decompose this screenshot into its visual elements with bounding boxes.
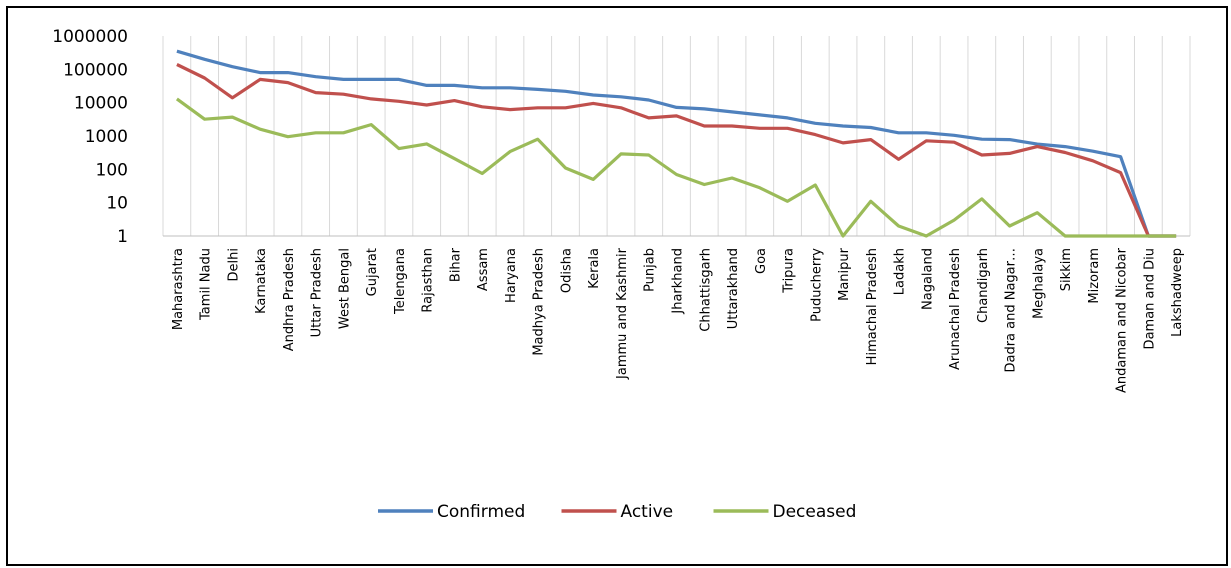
x-tick-label: Punjab <box>643 248 658 292</box>
legend-label-deceased: Deceased <box>773 502 857 522</box>
y-tick-label: 10 <box>106 194 128 214</box>
x-tick-label: Puducherry <box>809 248 824 322</box>
y-tick-label: 1000 <box>85 127 128 147</box>
x-tick-label: Lakshadweep <box>1170 248 1185 337</box>
y-tick-label: 100000 <box>63 60 128 80</box>
series-line-deceased <box>177 99 1176 236</box>
x-tick-label: Manipur <box>837 247 852 301</box>
x-tick-label: Karnataka <box>254 248 269 314</box>
x-tick-label: Arunachal Pradesh <box>948 248 963 370</box>
x-tick-label: Himachal Pradesh <box>865 248 880 365</box>
series-lines <box>177 51 1176 236</box>
chart-svg: 1 10 100 1000 10000 100000 1000000 Maharashtra… <box>8 8 1230 568</box>
series-line-active <box>177 65 1176 237</box>
x-tick-label: Delhi <box>226 248 241 281</box>
x-tick-label: Goa <box>754 248 769 274</box>
series-line-confirmed <box>177 51 1176 236</box>
gridlines <box>163 36 1190 236</box>
chart-frame: 1 10 100 1000 10000 100000 1000000 Maharashtra… <box>6 6 1228 566</box>
x-tick-label: Jharkhand <box>671 248 686 315</box>
x-tick-label: Mizoram <box>1087 248 1102 304</box>
y-tick-label: 1000000 <box>52 27 128 47</box>
y-tick-label: 1 <box>117 227 128 247</box>
legend: Confirmed Active Deceased <box>378 502 856 522</box>
x-tick-label: Bihar <box>448 247 463 282</box>
x-tick-label: Kerala <box>587 248 602 289</box>
y-tick-label: 100 <box>96 160 128 180</box>
x-tick-label: Sikkim <box>1059 248 1074 291</box>
x-tick-label: Ladakh <box>893 248 908 295</box>
x-axis: Maharashtra Tamil Nadu Delhi Karnataka Andhr… <box>171 247 1185 393</box>
x-tick-label: Uttarakhand <box>726 248 741 329</box>
x-tick-label: Chhattisgarh <box>698 248 713 332</box>
x-tick-label: Jammu and Kashmir <box>615 247 630 380</box>
x-tick-label: Daman and Diu <box>1142 248 1157 349</box>
x-tick-label: Gujarat <box>365 248 380 296</box>
x-tick-label: Meghalaya <box>1031 248 1046 319</box>
x-tick-label: West Bengal <box>337 248 352 329</box>
y-axis: 1 10 100 1000 10000 100000 1000000 <box>52 27 128 247</box>
x-tick-label: Andaman and Nicobar <box>1115 247 1130 393</box>
x-tick-label: Dadra and Nagar… <box>1004 248 1019 373</box>
legend-label-active: Active <box>621 502 674 522</box>
x-tick-label: Maharashtra <box>171 248 186 330</box>
x-tick-label: Tripura <box>782 248 797 294</box>
x-tick-label: Haryana <box>504 248 519 303</box>
x-tick-label: Nagaland <box>920 248 935 310</box>
x-tick-label: Telengana <box>393 248 408 315</box>
x-tick-label: Tamil Nadu <box>199 248 214 321</box>
x-tick-label: Chandigarh <box>976 248 991 323</box>
x-tick-label: Uttar Pradesh <box>310 248 325 337</box>
x-tick-label: Andhra Pradesh <box>282 248 297 351</box>
x-tick-label: Assam <box>476 248 491 291</box>
x-tick-label: Rajasthan <box>421 248 436 313</box>
x-tick-label: Odisha <box>559 248 574 293</box>
x-tick-label: Madhya Pradesh <box>532 248 547 356</box>
y-tick-label: 10000 <box>74 94 128 114</box>
legend-label-confirmed: Confirmed <box>437 502 525 522</box>
